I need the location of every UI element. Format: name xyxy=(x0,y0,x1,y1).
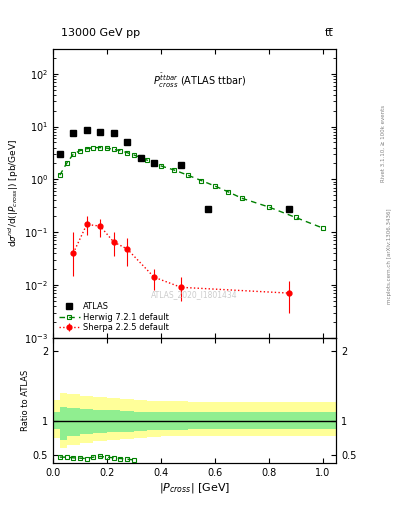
Y-axis label: d$\sigma^{nd}$/d(|$P_{cross}$|) [pb/GeV]: d$\sigma^{nd}$/d(|$P_{cross}$|) [pb/GeV] xyxy=(7,139,22,247)
ATLAS xyxy=(125,139,130,145)
ATLAS xyxy=(84,127,89,134)
ATLAS xyxy=(206,205,210,211)
Herwig 7.2.1 default xyxy=(185,172,190,178)
Text: mcplots.cern.ch [arXiv:1306.3436]: mcplots.cern.ch [arXiv:1306.3436] xyxy=(387,208,391,304)
Herwig 7.2.1 default xyxy=(71,151,75,157)
ATLAS xyxy=(138,155,143,161)
Herwig 7.2.1 default xyxy=(226,189,231,195)
Herwig 7.2.1 default xyxy=(64,160,69,166)
X-axis label: |$P_{cross}$| [GeV]: |$P_{cross}$| [GeV] xyxy=(159,481,230,495)
ATLAS xyxy=(152,160,156,166)
ATLAS xyxy=(111,130,116,136)
Herwig 7.2.1 default xyxy=(132,152,136,158)
Herwig 7.2.1 default xyxy=(125,150,130,156)
Herwig 7.2.1 default xyxy=(239,195,244,201)
Text: tt̅: tt̅ xyxy=(325,28,333,38)
Line: Herwig 7.2.1 default: Herwig 7.2.1 default xyxy=(57,145,325,230)
Herwig 7.2.1 default xyxy=(266,204,271,210)
Herwig 7.2.1 default xyxy=(145,157,150,163)
ATLAS xyxy=(179,162,184,168)
Herwig 7.2.1 default xyxy=(199,178,204,184)
Herwig 7.2.1 default xyxy=(84,146,89,152)
Legend: ATLAS, Herwig 7.2.1 default, Sherpa 2.2.5 default: ATLAS, Herwig 7.2.1 default, Sherpa 2.2.… xyxy=(57,301,171,333)
Text: ATLAS_2020_I1801434: ATLAS_2020_I1801434 xyxy=(151,290,238,299)
Herwig 7.2.1 default xyxy=(320,225,325,231)
Herwig 7.2.1 default xyxy=(111,146,116,153)
ATLAS xyxy=(71,130,75,136)
Herwig 7.2.1 default xyxy=(172,167,177,173)
Herwig 7.2.1 default xyxy=(98,144,103,151)
Herwig 7.2.1 default xyxy=(118,147,123,154)
Herwig 7.2.1 default xyxy=(293,215,298,221)
Text: 13000 GeV pp: 13000 GeV pp xyxy=(61,28,140,38)
Herwig 7.2.1 default xyxy=(57,172,62,178)
Herwig 7.2.1 default xyxy=(78,147,83,154)
ATLAS xyxy=(98,129,103,135)
ATLAS xyxy=(286,205,291,211)
Herwig 7.2.1 default xyxy=(91,144,96,151)
Herwig 7.2.1 default xyxy=(152,160,156,166)
Herwig 7.2.1 default xyxy=(158,163,163,169)
Herwig 7.2.1 default xyxy=(212,183,217,189)
Y-axis label: Ratio to ATLAS: Ratio to ATLAS xyxy=(21,370,30,431)
Line: ATLAS: ATLAS xyxy=(56,127,292,212)
Herwig 7.2.1 default xyxy=(105,145,109,151)
ATLAS xyxy=(57,151,62,157)
Text: $P^{\bar{t}tbar}_{cross}$ (ATLAS ttbar): $P^{\bar{t}tbar}_{cross}$ (ATLAS ttbar) xyxy=(153,72,247,90)
Herwig 7.2.1 default xyxy=(138,155,143,161)
Text: Rivet 3.1.10, ≥ 100k events: Rivet 3.1.10, ≥ 100k events xyxy=(381,105,386,182)
